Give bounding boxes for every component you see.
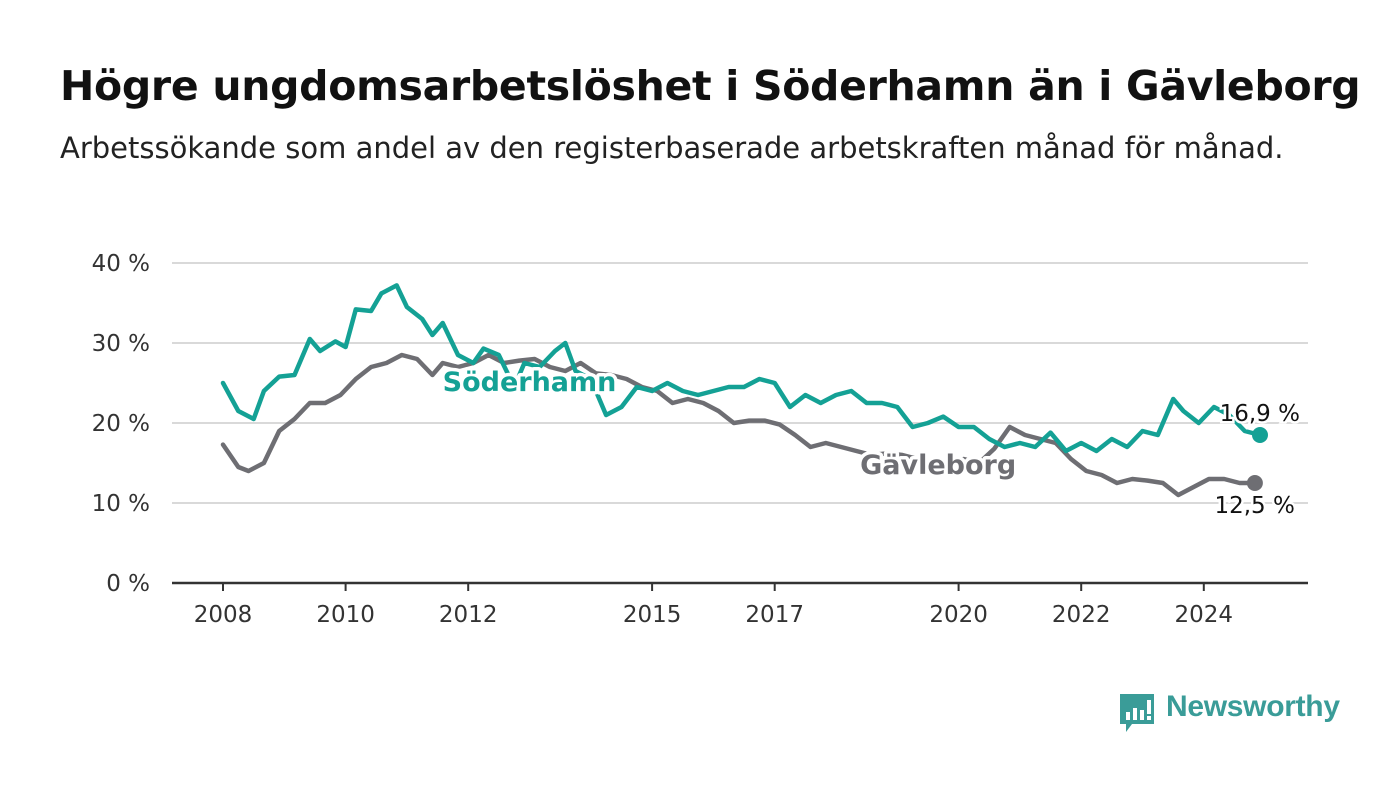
series-end-point <box>1251 427 1268 443</box>
chart-subtitle: Arbetssökande som andel av den registerb… <box>60 131 1284 165</box>
x-tick-label: 2010 <box>316 602 375 628</box>
newsworthy-logo-icon <box>1120 694 1154 732</box>
y-tick-label: 0 % <box>106 571 150 597</box>
series-line-gävleborg <box>220 352 1258 498</box>
y-axis-ticks: 0 % 10 % 20 % 30 % 40 % <box>92 251 150 597</box>
x-tick-label: 2022 <box>1052 602 1111 628</box>
x-tick-label: 2015 <box>623 602 682 628</box>
x-tick-label: 2024 <box>1175 602 1234 628</box>
series-lines <box>220 283 1268 498</box>
y-tick-label: 40 % <box>92 251 150 277</box>
x-axis-ticks: 2008 2010 2012 2015 2017 2020 2022 2024 <box>194 583 1233 628</box>
chart-title: Högre ungdomsarbetslöshet i Söderhamn än… <box>60 62 1361 110</box>
y-tick-label: 20 % <box>92 411 150 437</box>
annotations: 12,5 % 16,9 % Söderhamn Gävleborg <box>439 364 1302 522</box>
series-line-söderhamn <box>220 283 1263 454</box>
series-end-point <box>1246 475 1263 491</box>
series-label-söderhamn: Söderhamn <box>443 367 617 398</box>
y-tick-label: 30 % <box>92 331 150 357</box>
series-end-label: 16,9 % <box>1220 401 1300 427</box>
grid-lines <box>172 262 1308 585</box>
series-label-gävleborg: Gävleborg <box>860 450 1016 481</box>
x-tick-label: 2012 <box>439 602 498 628</box>
x-tick-label: 2017 <box>745 602 804 628</box>
brand-name: Newsworthy <box>1166 690 1340 723</box>
series-end-label: 12,5 % <box>1214 493 1294 519</box>
x-tick-label: 2008 <box>194 602 253 628</box>
x-tick-label: 2020 <box>929 602 988 628</box>
y-tick-label: 10 % <box>92 491 150 517</box>
